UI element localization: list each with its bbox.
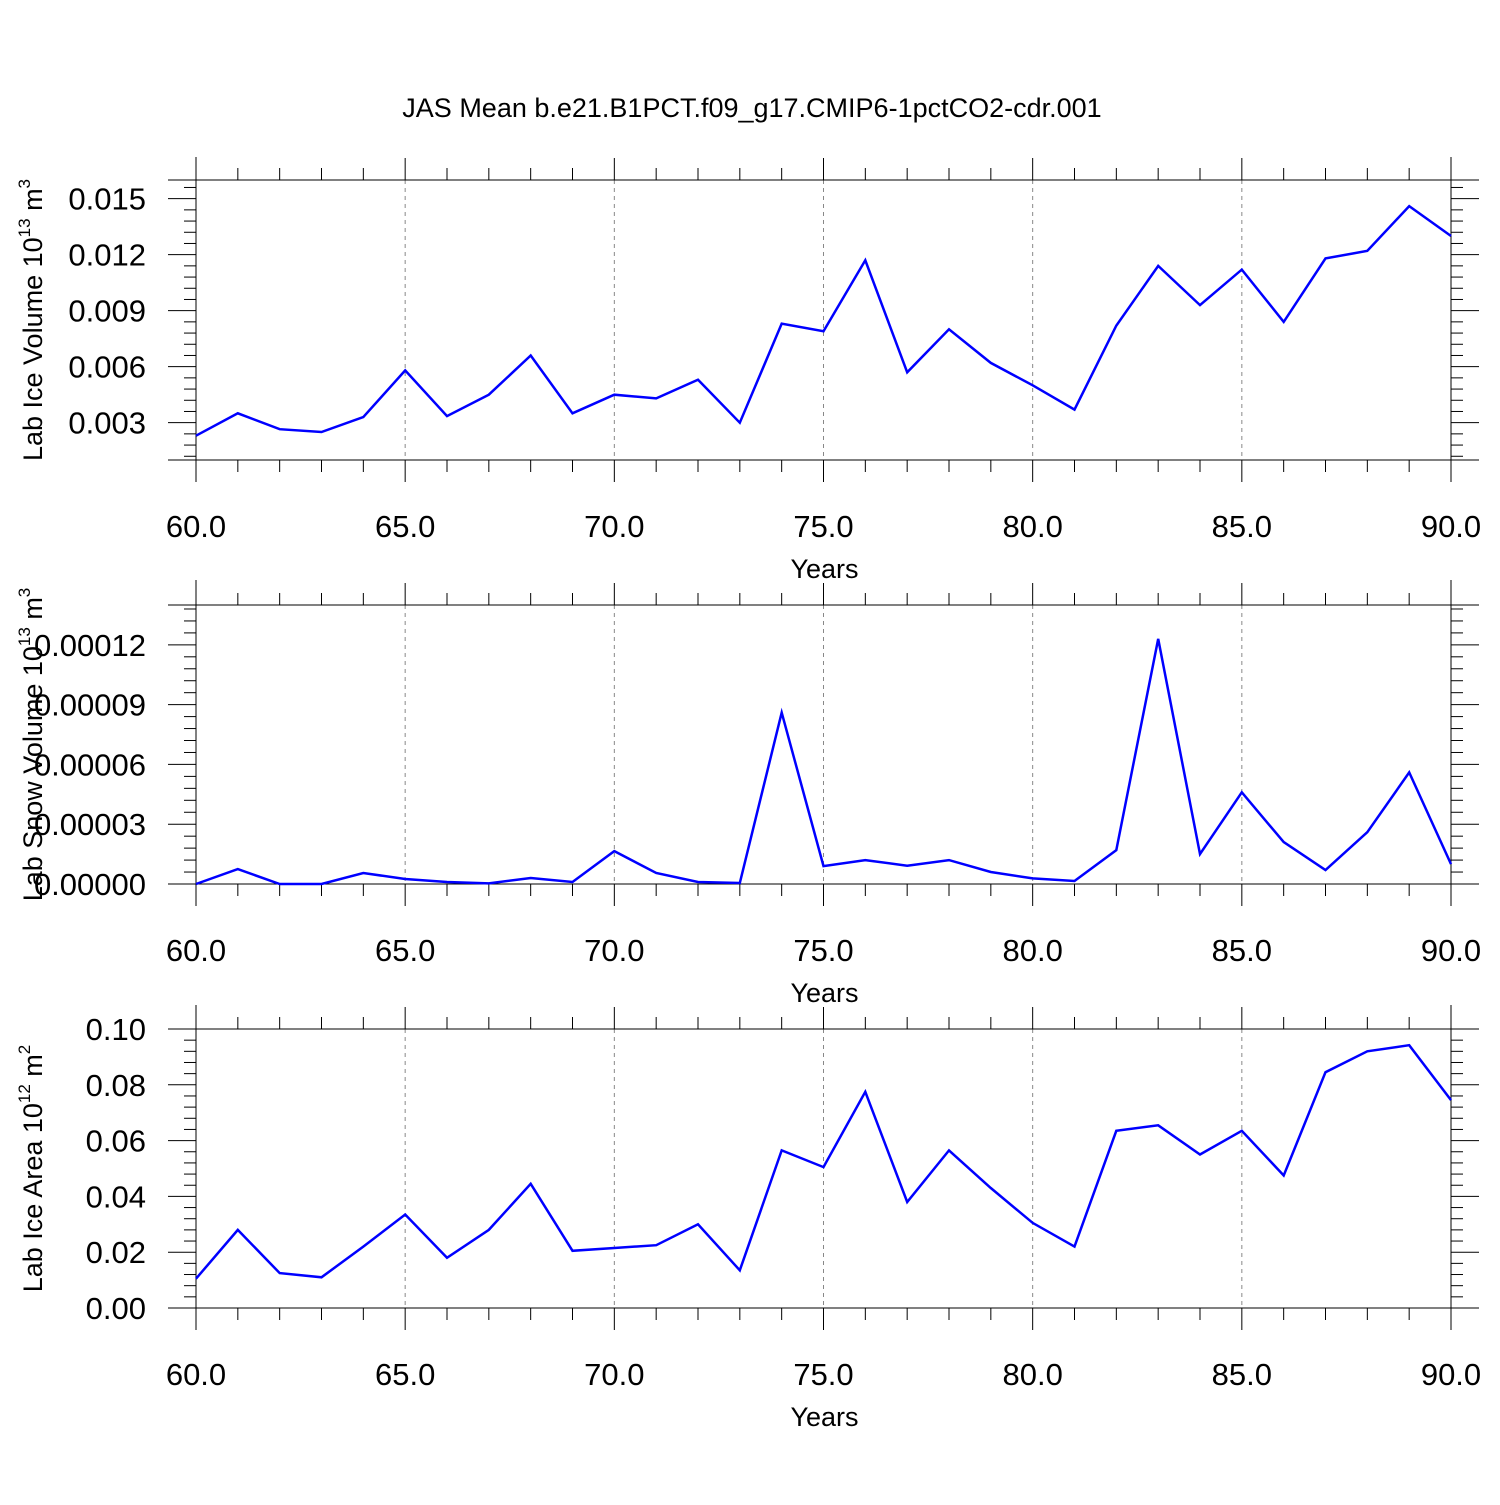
y-tick-label: 0.04 xyxy=(86,1179,146,1214)
x-tick-label: 90.0 xyxy=(1421,1357,1481,1392)
x-tick-label: 65.0 xyxy=(375,509,435,544)
x-axis-label: Years xyxy=(790,554,858,584)
y-tick-label: 0.00009 xyxy=(34,688,146,723)
x-tick-label: 60.0 xyxy=(166,933,226,968)
x-tick-label: 80.0 xyxy=(1002,933,1062,968)
y-tick-label: 0.08 xyxy=(86,1068,146,1103)
y-axis-label: Lab Ice Volume 1013 m3 xyxy=(15,179,48,461)
y-tick-label: 0.00003 xyxy=(34,807,146,842)
series-line xyxy=(196,206,1451,436)
y-tick-label: 0.00012 xyxy=(34,628,146,663)
y-tick-label: 0.006 xyxy=(68,350,146,385)
x-axis-label: Years xyxy=(790,978,858,1008)
y-tick-label: 0.02 xyxy=(86,1235,146,1270)
y-tick-label: 0.015 xyxy=(68,182,146,217)
x-tick-label: 85.0 xyxy=(1212,509,1272,544)
y-tick-label: 0.10 xyxy=(86,1012,146,1047)
y-tick-label: 0.00 xyxy=(86,1291,146,1326)
x-tick-label: 65.0 xyxy=(375,1357,435,1392)
x-tick-label: 75.0 xyxy=(793,1357,853,1392)
y-tick-label: 0.003 xyxy=(68,406,146,441)
x-tick-label: 90.0 xyxy=(1421,933,1481,968)
x-tick-label: 60.0 xyxy=(166,509,226,544)
x-tick-label: 90.0 xyxy=(1421,509,1481,544)
x-tick-label: 70.0 xyxy=(584,933,644,968)
y-tick-label: 0.00006 xyxy=(34,747,146,782)
y-tick-label: 0.012 xyxy=(68,238,146,273)
x-tick-label: 80.0 xyxy=(1002,1357,1062,1392)
y-axis-label: Lab Ice Area 1012 m2 xyxy=(15,1045,48,1293)
x-tick-label: 85.0 xyxy=(1212,933,1272,968)
figure-title: JAS Mean b.e21.B1PCT.f09_g17.CMIP6-1pctC… xyxy=(402,93,1101,123)
x-tick-label: 75.0 xyxy=(793,509,853,544)
x-tick-label: 85.0 xyxy=(1212,1357,1272,1392)
y-tick-label: 0.009 xyxy=(68,294,146,329)
y-tick-label: 0.00000 xyxy=(34,867,146,902)
x-tick-label: 75.0 xyxy=(793,933,853,968)
x-tick-label: 70.0 xyxy=(584,1357,644,1392)
panel-1: 0.003 0.006 0.009 0.012 0.015 60.0 65.0 70.0 75.… xyxy=(15,157,1481,584)
panel-3: 0.00 0.02 0.04 0.06 0.08 0.10 60.0 65.0 70.0 75.0… xyxy=(15,1005,1481,1432)
y-tick-label: 0.06 xyxy=(86,1124,146,1159)
x-tick-label: 65.0 xyxy=(375,933,435,968)
panel-2: 0.00000 0.00003 0.00006 0.00009 0.00012 60.0 6… xyxy=(15,580,1481,1008)
x-tick-label: 60.0 xyxy=(166,1357,226,1392)
x-axis-label: Years xyxy=(790,1402,858,1432)
x-tick-label: 80.0 xyxy=(1002,509,1062,544)
x-tick-label: 70.0 xyxy=(584,509,644,544)
